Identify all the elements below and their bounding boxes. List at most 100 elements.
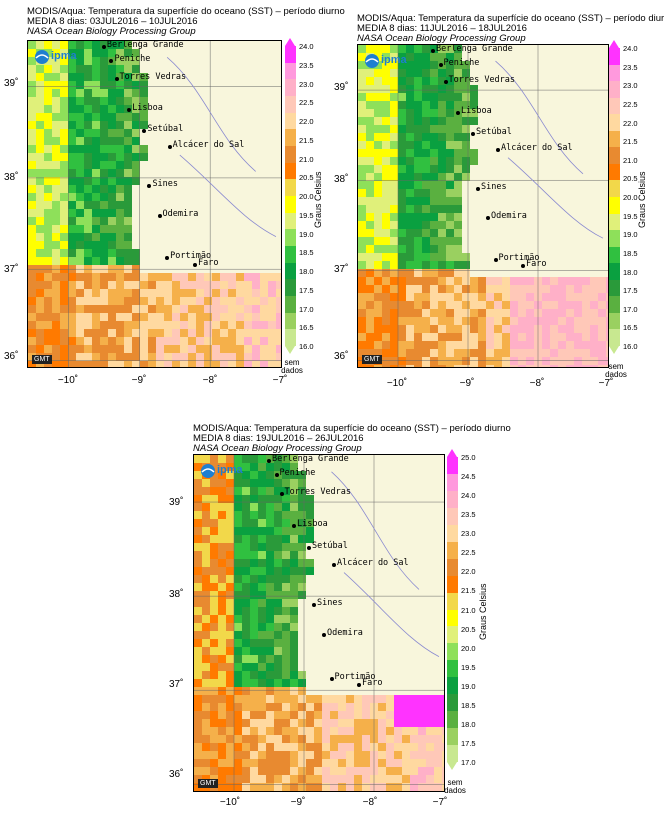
scale-segment <box>285 129 296 147</box>
scale-tick-label: 21.5 <box>299 135 314 145</box>
scale-tick-label: 22.5 <box>461 548 476 558</box>
scale-tick-label: 23.5 <box>623 62 638 72</box>
city-label: Portimão <box>334 671 376 682</box>
scale-max-arrow <box>447 449 457 457</box>
scale-segment <box>285 79 296 97</box>
scale-segment <box>285 62 296 80</box>
scale-tick-label: 18.5 <box>461 700 476 710</box>
scale-segment <box>609 246 620 264</box>
city-label: Setúbal <box>312 540 348 551</box>
lat-label: 36˚ <box>169 769 184 780</box>
ipma-logo: ipma <box>200 463 250 479</box>
lon-label: −9˚ <box>459 378 475 389</box>
city-marker <box>438 62 443 67</box>
city-marker <box>431 48 435 53</box>
city-label: Lisboa <box>132 102 163 113</box>
scale-segment <box>609 163 620 181</box>
scale-segment <box>609 97 620 115</box>
scale-segment <box>609 147 620 165</box>
scale-tick-label: 22.0 <box>461 567 476 577</box>
scale-tick-label: 20.0 <box>461 643 476 653</box>
lon-label: −10˚ <box>57 375 79 386</box>
city-marker <box>192 262 197 267</box>
city-label: Torres Vedras <box>119 71 187 82</box>
scale-tick-label: 19.0 <box>461 681 476 691</box>
city-marker <box>274 473 279 478</box>
ipma-logo: ipma <box>34 49 84 65</box>
scale-tick-label: 21.0 <box>299 154 314 164</box>
no-data-label-3: sem dados <box>444 778 466 795</box>
city-label: Lisboa <box>297 518 328 529</box>
scale-segment <box>609 263 620 281</box>
scale-tick-label: 18.0 <box>461 719 476 729</box>
city-label: Lisboa <box>461 106 492 116</box>
city-label: Sines <box>317 597 343 608</box>
scale-segment <box>609 180 620 198</box>
sst-map-2: Berlenga Grande Peniche Torres Vedras Lisbo… <box>357 44 609 368</box>
sst-field <box>194 455 444 791</box>
city-marker <box>476 186 480 191</box>
scale-segment <box>447 728 458 746</box>
city-label: Peniche <box>114 53 151 64</box>
lat-label: 36˚ <box>4 351 19 362</box>
scale-unit-3: Graus Celsius <box>478 583 488 640</box>
scale-tick-label: 21.0 <box>461 605 476 615</box>
scale-tick-label: 17.5 <box>461 738 476 748</box>
scale-segment <box>285 296 296 314</box>
scale-tick-label: 20.0 <box>623 193 638 202</box>
gmt-badge: GMT <box>32 355 52 364</box>
lat-label: 39˚ <box>169 497 184 508</box>
city-label: Peniche <box>443 57 480 68</box>
scale-tick-label: 17.0 <box>623 304 638 314</box>
lon-label: −7˚ <box>598 378 614 389</box>
gmt-badge: GMT <box>198 779 218 788</box>
lat-label: 37˚ <box>4 264 19 275</box>
city-marker <box>307 545 311 550</box>
scale-segment <box>447 473 458 492</box>
city-marker <box>114 76 119 81</box>
city-marker <box>109 58 114 63</box>
scale-max-arrow <box>609 40 619 48</box>
scale-segment <box>609 230 620 248</box>
scale-segment <box>447 711 458 729</box>
scale-tick-label: 21.5 <box>461 586 476 596</box>
city-label: Alcácer do Sal <box>172 140 245 151</box>
color-scale-1 <box>285 38 296 354</box>
panel-title-2: MODIS/Aqua: Temperatura da superfície do… <box>357 13 664 44</box>
sst-field <box>28 41 281 367</box>
scale-tick-label: 23.0 <box>461 529 476 539</box>
scale-tick-label: 19.5 <box>299 210 314 220</box>
scale-tick-label: 23.0 <box>299 79 314 89</box>
lat-label: 39˚ <box>4 78 19 89</box>
scale-min-arrow <box>447 762 457 770</box>
city-marker <box>329 676 334 681</box>
scale-segment <box>285 112 296 130</box>
scale-min-arrow <box>285 346 295 354</box>
color-scale-2 <box>609 40 620 354</box>
scale-segment <box>447 507 458 526</box>
scale-segment <box>285 279 296 297</box>
scale-tick-label: 17.5 <box>299 285 314 295</box>
scale-segment <box>447 592 458 610</box>
city-marker <box>496 148 500 153</box>
city-label: Alcácer do Sal <box>501 143 573 154</box>
sst-map-1: Berlenga Grande Peniche Torres Vedras Lisbo… <box>27 40 282 368</box>
lon-label: −8˚ <box>529 378 545 389</box>
scale-segment <box>447 541 458 560</box>
city-label: Portimão <box>170 251 212 262</box>
scale-segment <box>447 490 458 509</box>
city-label: Faro <box>362 678 383 689</box>
city-label: Torres Vedras <box>448 75 516 86</box>
scale-segment <box>609 64 620 82</box>
scale-tick-label: 20.5 <box>623 174 638 184</box>
scale-segment <box>609 130 620 148</box>
lon-label: −8˚ <box>202 375 218 386</box>
scale-tick-label: 20.0 <box>299 192 314 201</box>
city-marker <box>357 683 361 688</box>
scale-tick-label: 19.0 <box>299 229 314 239</box>
scale-tick-label: 22.5 <box>299 98 314 108</box>
city-marker <box>101 44 106 49</box>
lon-label: −7˚ <box>432 797 448 808</box>
city-marker <box>267 459 271 464</box>
city-marker <box>127 107 132 112</box>
